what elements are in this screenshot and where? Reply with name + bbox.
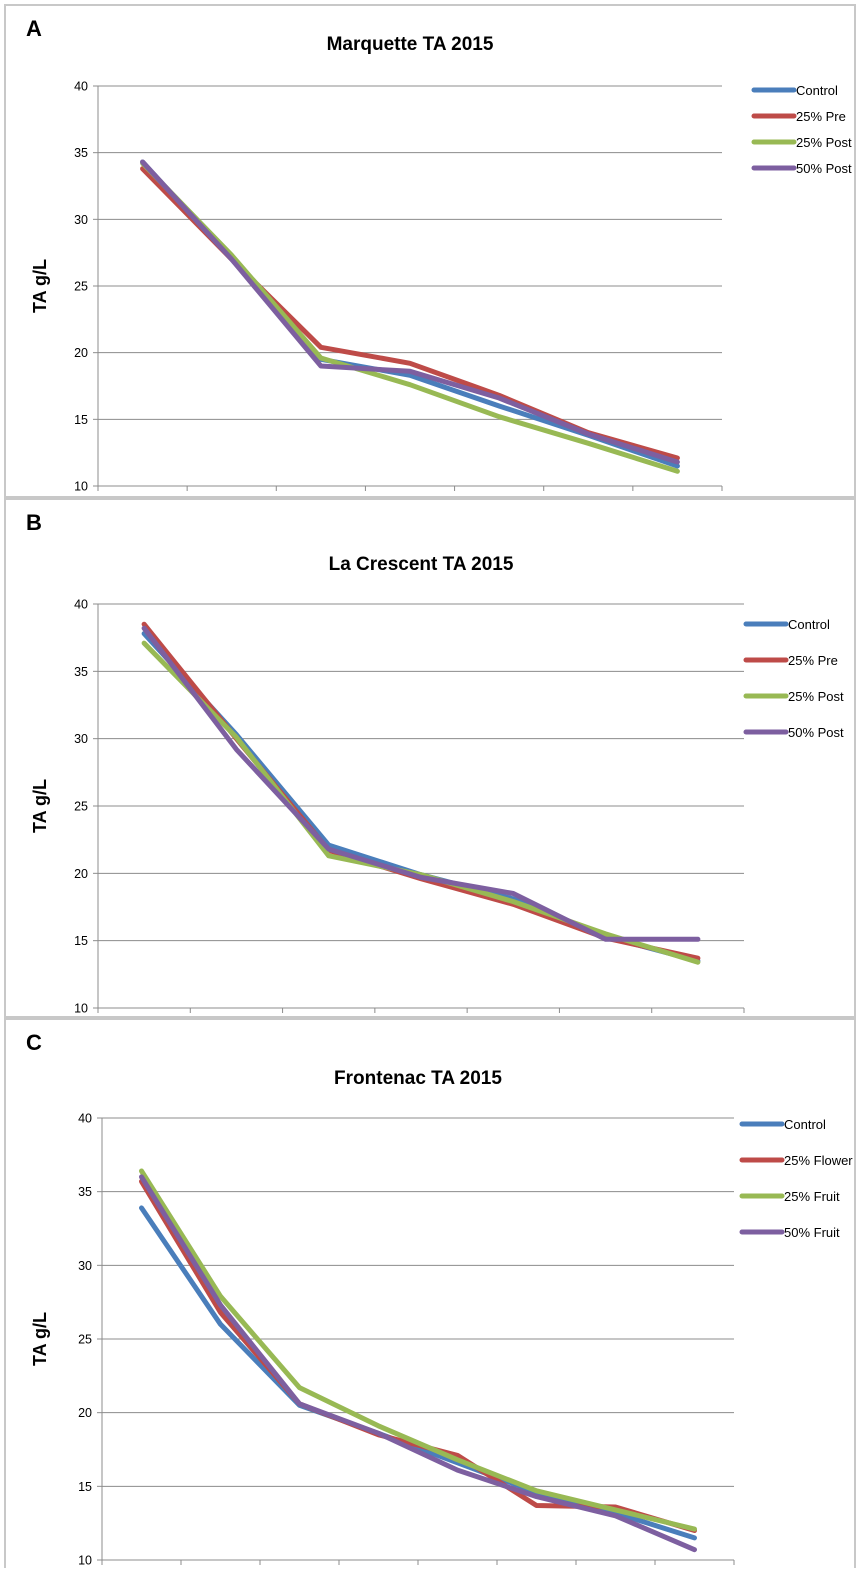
panel-label: A [26, 16, 42, 41]
panel-label: B [26, 510, 42, 535]
series-line-2 [139, 1178, 697, 1533]
y-tick-label: 40 [74, 598, 88, 612]
chart-title: La Crescent TA 2015 [329, 554, 514, 575]
series-line-2 [140, 166, 680, 461]
legend-label: Control [796, 83, 838, 98]
y-axis-label: TA g/L [30, 779, 50, 833]
legend-label: 25% Post [788, 689, 844, 704]
legend-label: 50% Fruit [784, 1225, 840, 1240]
y-tick-label: 25 [74, 800, 88, 814]
series-line-1 [141, 631, 701, 964]
panel-label: C [26, 1030, 42, 1055]
series-line-4 [139, 1174, 697, 1553]
legend-label: 25% Pre [796, 109, 846, 124]
series-line-1 [139, 1205, 697, 1541]
y-tick-label: 35 [74, 146, 88, 160]
series-line-4 [141, 625, 701, 942]
legend-label: 25% Pre [788, 653, 838, 668]
y-tick-label: 40 [78, 1112, 92, 1126]
series-line-4 [140, 159, 680, 465]
y-tick-label: 30 [74, 732, 88, 746]
chart-title: Marquette TA 2015 [327, 34, 494, 55]
chart-panel-b: B La Crescent TA 2015 TA g/L 10 15 20 25 30 35 4… [4, 498, 856, 1018]
series-line-2 [141, 621, 701, 961]
legend-label: 25% Post [796, 135, 852, 150]
y-tick-label: 20 [78, 1406, 92, 1420]
y-axis-label: TA g/L [30, 259, 50, 313]
series-line-3 [141, 640, 701, 965]
y-tick-label: 20 [74, 867, 88, 881]
y-tick-label: 10 [78, 1554, 92, 1568]
y-tick-label: 10 [74, 480, 88, 494]
series-line-1 [140, 159, 680, 469]
legend-label: Control [784, 1117, 826, 1132]
legend-label: 50% Post [796, 161, 852, 176]
y-tick-label: 25 [78, 1333, 92, 1347]
legend-label: 25% Flower [784, 1153, 853, 1168]
y-tick-label: 35 [78, 1185, 92, 1199]
series-line-3 [140, 160, 680, 474]
y-axis-label: TA g/L [30, 1312, 50, 1366]
y-tick-label: 30 [78, 1259, 92, 1273]
legend-label: Control [788, 617, 830, 632]
y-tick-label: 20 [74, 346, 88, 360]
y-tick-label: 15 [74, 413, 88, 427]
y-tick-label: 15 [78, 1480, 92, 1494]
y-tick-label: 25 [74, 280, 88, 294]
y-tick-label: 10 [74, 1002, 88, 1016]
chart-title: Frontenac TA 2015 [334, 1068, 502, 1089]
series-line-3 [139, 1168, 697, 1532]
legend-label: 50% Post [788, 725, 844, 740]
y-tick-label: 40 [74, 80, 88, 94]
y-tick-label: 15 [74, 934, 88, 948]
legend-label: 25% Fruit [784, 1189, 840, 1204]
y-tick-label: 35 [74, 665, 88, 679]
y-tick-label: 30 [74, 213, 88, 227]
